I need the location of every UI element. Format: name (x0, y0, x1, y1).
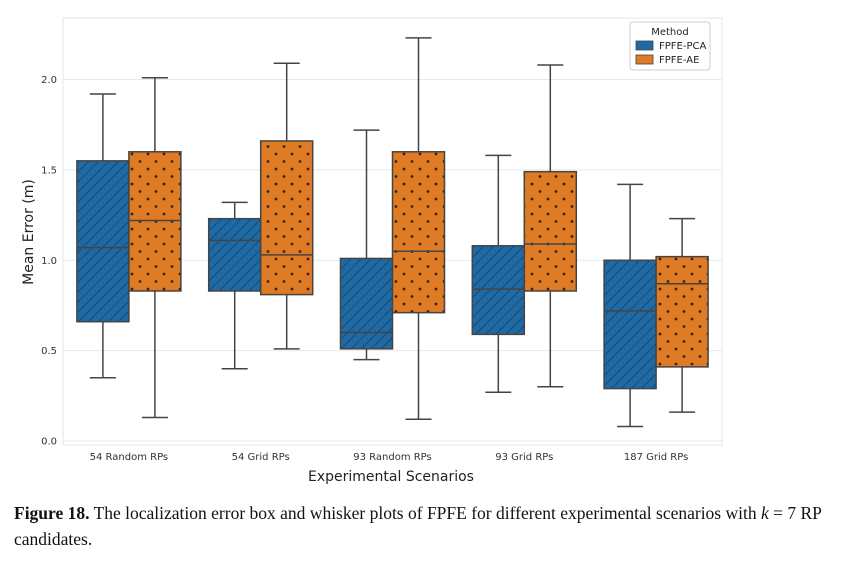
legend-label-ae: FPFE-AE (659, 55, 699, 66)
x-tick-label: 54 Random RPs (90, 452, 169, 463)
box-body (207, 217, 262, 292)
box-fpfe-pca-5 (603, 183, 657, 428)
box-fpfe-ae-2 (259, 62, 314, 350)
x-tick-label: 187 Grid RPs (624, 452, 688, 463)
y-tick-labels: 0.0 0.5 1.0 1.5 2.0 (41, 75, 57, 448)
box-body (603, 259, 657, 390)
legend-swatch-ae (635, 54, 654, 65)
figure-caption: Figure 18. The localization error box an… (14, 500, 834, 552)
box-body (339, 257, 394, 350)
box-fpfe-pca-1 (76, 93, 130, 379)
caption-text-start: The localization error box and whisker p… (89, 503, 761, 523)
box-fpfe-ae-5 (655, 217, 709, 413)
box-body (128, 151, 182, 292)
box-fpfe-pca-2 (207, 201, 262, 370)
y-tick-label: 1.0 (41, 256, 57, 267)
box-body (655, 255, 709, 368)
y-tick-label: 0.0 (41, 437, 57, 448)
box-fpfe-pca-3 (339, 129, 394, 361)
x-axis-title: Experimental Scenarios (308, 469, 474, 485)
y-axis-title: Mean Error (m) (21, 179, 37, 285)
caption-k-symbol: k (760, 503, 769, 523)
x-tick-label: 93 Random RPs (353, 452, 432, 463)
legend-title: Method (651, 27, 689, 38)
chart-figure: 0.0 0.5 1.0 1.5 2.0 54 Random RPs 54 Grid RPs… (21, 17, 723, 485)
x-tick-label: 54 Grid RPs (232, 452, 290, 463)
box-body (523, 170, 578, 292)
x-tick-labels: 54 Random RPs 54 Grid RPs 93 Random RPs 93 … (90, 452, 689, 463)
box-body (391, 151, 446, 314)
legend: Method FPFE-PCA FPFE-AE (629, 21, 711, 71)
box-fpfe-ae-4 (523, 64, 578, 388)
box-plot-chart: 0.0 0.5 1.0 1.5 2.0 54 Random RPs 54 Grid RPs… (21, 17, 723, 485)
y-tick-label: 1.5 (41, 165, 57, 176)
caption-text-end: = 7 RP candidates. (14, 503, 822, 549)
legend-swatch-pca (635, 40, 654, 51)
legend-label-pca: FPFE-PCA (659, 41, 706, 52)
box-body (76, 160, 130, 323)
x-tick-label: 93 Grid RPs (495, 452, 553, 463)
y-tick-label: 2.0 (41, 75, 57, 86)
boxes (76, 37, 709, 428)
box-fpfe-ae-1 (128, 76, 182, 419)
box-fpfe-ae-3 (391, 37, 446, 421)
caption-label: Figure 18. (14, 503, 90, 523)
box-fpfe-pca-4 (471, 154, 526, 393)
box-body (259, 140, 314, 296)
y-tick-label: 0.5 (41, 346, 57, 357)
box-body (471, 245, 526, 336)
